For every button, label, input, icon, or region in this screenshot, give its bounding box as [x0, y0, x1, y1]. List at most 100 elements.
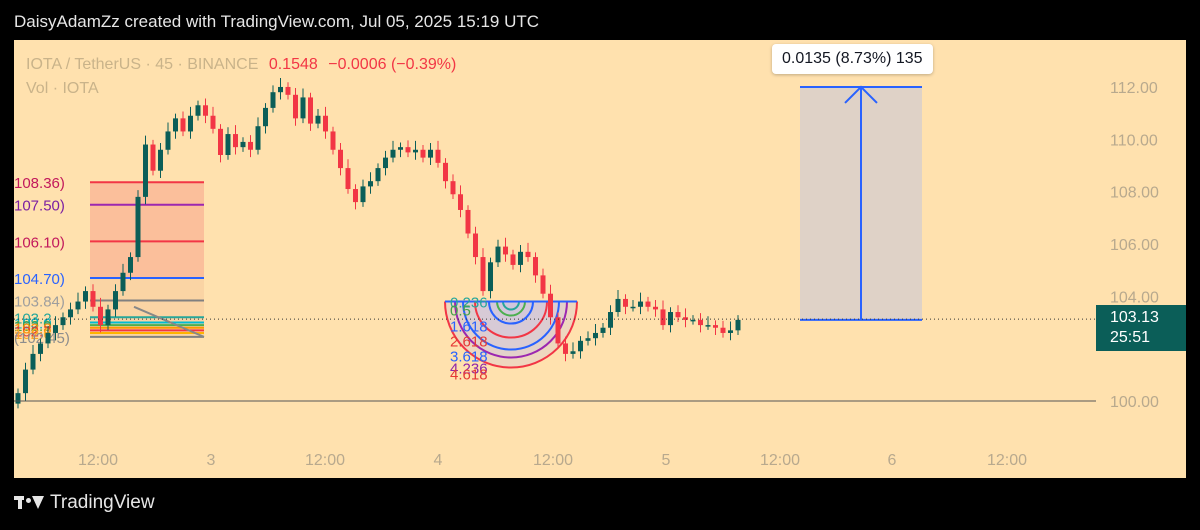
- fib-fan-fill: [455, 301, 567, 358]
- measure-callout: 0.0135 (8.73%) 135: [772, 44, 933, 74]
- candle-body: [660, 309, 666, 326]
- candle-body: [533, 257, 538, 276]
- x-tick-label: 12:00: [78, 452, 118, 469]
- candle-body: [450, 181, 456, 195]
- candle-body: [180, 118, 186, 132]
- fib-level-label: 102.7: [14, 323, 52, 340]
- candle-body: [435, 149, 441, 163]
- candle-body: [503, 246, 508, 255]
- fib-fan-label: 0.5: [450, 303, 471, 320]
- candle-body: [173, 118, 178, 132]
- candle-body: [300, 97, 306, 119]
- candle-body: [668, 312, 673, 326]
- fib-retracement-tool: 108.36) 107.50) 106.10) 104.70) 103.84)103.2…: [14, 175, 205, 347]
- y-tick-label: 100.00: [1110, 394, 1159, 411]
- candle-body: [728, 330, 733, 333]
- candle-body: [98, 306, 103, 326]
- candle-body: [398, 147, 403, 150]
- y-tick-label: 112.00: [1110, 80, 1158, 97]
- price-change: −0.0006 (−0.39%): [328, 56, 457, 73]
- candle-body: [578, 340, 583, 352]
- candle-body: [83, 291, 88, 302]
- candle-body: [615, 298, 621, 313]
- volume-legend[interactable]: Vol · IOTA: [26, 80, 99, 97]
- fib-fan-arc: [474, 301, 548, 339]
- fib-fan-label: 4.236: [450, 361, 488, 378]
- fib-level-label: 102.6: [14, 326, 52, 343]
- y-tick-label: 108.00: [1110, 185, 1159, 202]
- candle-body: [555, 317, 561, 344]
- candle-body: [143, 144, 148, 197]
- candle-body: [165, 131, 171, 150]
- candle-body: [23, 369, 28, 394]
- candle-body: [698, 319, 703, 326]
- fib-level-label: 106.10): [14, 234, 65, 251]
- tradingview-footer: TradingView: [14, 492, 155, 514]
- candle-body: [705, 325, 711, 327]
- candle-body: [308, 97, 313, 124]
- candle-body: [405, 147, 411, 153]
- candle-body: [225, 134, 231, 156]
- candle-body: [345, 168, 351, 190]
- candle-body: [53, 325, 58, 333]
- candle-body: [353, 189, 358, 203]
- candle-body: [270, 92, 276, 108]
- candle-body: [240, 141, 246, 148]
- candle-body: [593, 332, 598, 339]
- candle-body: [38, 343, 43, 354]
- candle-body: [203, 105, 208, 116]
- candle-body: [510, 254, 516, 265]
- candle-body: [488, 262, 493, 292]
- symbol-name: IOTA / TetherUS · 45 · BINANCE: [26, 56, 259, 73]
- candle-body: [233, 134, 238, 148]
- candle-body: [315, 115, 321, 124]
- candle-body: [248, 141, 253, 150]
- tradingview-logo-icon: [14, 494, 44, 512]
- y-tick-label: 104.00: [1110, 289, 1159, 306]
- fib-level-label: 102.8: [14, 321, 52, 338]
- y-tick-label: 110.00: [1110, 132, 1158, 149]
- candle-body: [105, 309, 111, 326]
- candle-body: [645, 301, 651, 307]
- candle-body: [458, 194, 463, 210]
- candle-body: [218, 128, 223, 156]
- candle-body: [45, 332, 51, 344]
- current-price-tag: 103.13 25:51: [1096, 305, 1186, 351]
- fib-fan-arc: [496, 301, 526, 317]
- measure-tool: [800, 85, 922, 321]
- symbol-legend[interactable]: IOTA / TetherUS · 45 · BINANCE 0.1548 −0…: [26, 56, 456, 74]
- x-tick-label: 12:00: [987, 452, 1027, 469]
- fib-fan-arc: [488, 301, 534, 325]
- candles: [15, 78, 741, 409]
- candle-body: [120, 272, 126, 292]
- candle-body: [540, 275, 546, 294]
- fib-fan-fill: [489, 301, 533, 324]
- candle-body: [323, 115, 328, 132]
- candle-body: [75, 301, 81, 310]
- candle-body: [255, 126, 261, 150]
- measure-arrow-head: [844, 85, 878, 104]
- chart-panel[interactable]: 108.36) 107.50) 106.10) 104.70) 103.84) 103.2…: [14, 40, 1186, 478]
- fib-trend-line: [133, 305, 205, 338]
- fib-level-label: 104.70): [14, 271, 65, 288]
- brand-name: TradingView: [50, 492, 155, 513]
- candle-body: [368, 181, 373, 187]
- candle-body: [518, 251, 523, 265]
- current-price-value: 103.13: [1110, 309, 1159, 326]
- candle-body: [360, 186, 366, 203]
- candle-body: [630, 306, 636, 309]
- x-tick-label: 5: [662, 452, 671, 469]
- candle-body: [60, 317, 66, 326]
- candle-body: [608, 312, 613, 328]
- candle-body: [570, 351, 576, 354]
- y-tick-label: 106.00: [1110, 237, 1159, 254]
- candle-body: [653, 306, 658, 310]
- price-chart[interactable]: 108.36) 107.50) 106.10) 104.70) 103.84)103.2…: [14, 40, 1186, 478]
- axes: 112.00 110.00 108.00 106.00 104.00 100.00 12:0…: [14, 80, 1159, 469]
- candle-body: [128, 257, 133, 273]
- candle-body: [383, 157, 388, 169]
- x-tick-label: 12:00: [305, 452, 345, 469]
- fib-level-label: 103.0: [14, 315, 52, 332]
- fib-fan-fill: [463, 301, 559, 350]
